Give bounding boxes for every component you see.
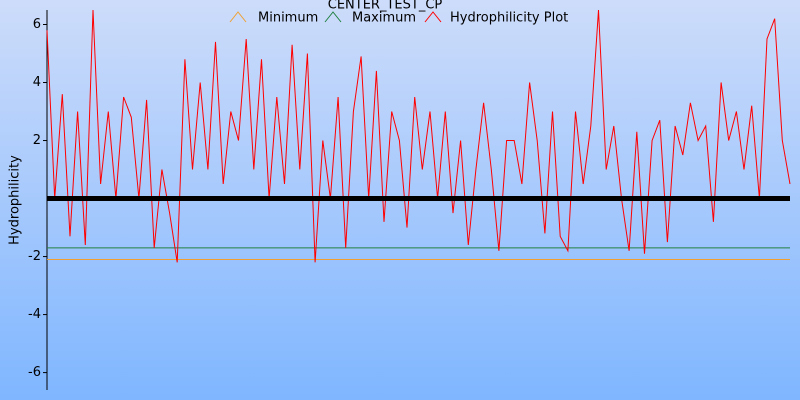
legend-icon bbox=[229, 11, 247, 23]
y-axis-label: Hydrophilicity bbox=[8, 155, 23, 245]
y-tick-label: 2 bbox=[33, 133, 41, 148]
y-tick-label: 6 bbox=[33, 17, 41, 32]
legend-label: Hydrophilicity Plot bbox=[450, 11, 568, 26]
data-line bbox=[46, 9, 791, 263]
legend-label: Maximum bbox=[352, 11, 416, 26]
y-tick-label: -6 bbox=[28, 365, 41, 380]
chart-title: CENTER_TEST_CP bbox=[328, 0, 443, 13]
legend-icon bbox=[324, 11, 342, 23]
legend-label: Minimum bbox=[258, 11, 318, 26]
legend-icon bbox=[424, 11, 442, 23]
y-tick-label: -2 bbox=[28, 249, 41, 264]
y-tick-label: 4 bbox=[33, 75, 41, 90]
y-tick-label: -4 bbox=[28, 307, 41, 322]
